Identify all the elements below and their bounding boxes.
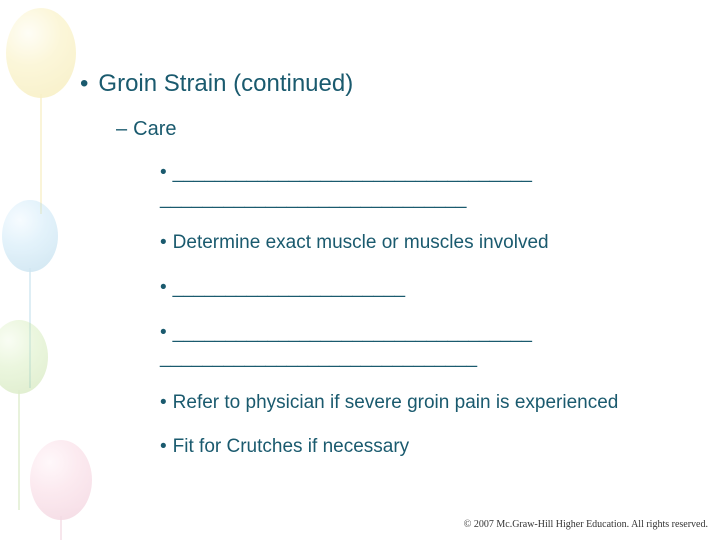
balloon-decoration bbox=[0, 320, 48, 394]
copyright-footer: © 2007 Mc.Graw-Hill Higher Education. Al… bbox=[464, 519, 708, 530]
bullet-text: Fit for Crutches if necessary bbox=[173, 436, 410, 457]
heading-level-1: • Groin Strain (continued) bbox=[80, 70, 680, 98]
bullet-item: •__________________________________ ____… bbox=[160, 320, 680, 371]
bullet-icon: • bbox=[160, 436, 167, 457]
bullet-item: • Fit for Crutches if necessary bbox=[160, 434, 680, 460]
bullet-text: Refer to physician if severe groin pain … bbox=[173, 392, 619, 413]
bullet-item: • ______________________ bbox=[160, 275, 680, 301]
bullet-icon: • bbox=[160, 322, 167, 343]
bullet-icon: • bbox=[160, 162, 167, 183]
bullet-text: __________________________________ _____… bbox=[160, 322, 532, 369]
balloon-decoration bbox=[2, 200, 58, 272]
bullet-text: __________________________________ _____… bbox=[160, 162, 532, 209]
heading-text: Groin Strain (continued) bbox=[98, 70, 353, 97]
bullet-item: • Refer to physician if severe groin pain… bbox=[160, 390, 680, 416]
bullet-item: •__________________________________ ____… bbox=[160, 160, 680, 211]
slide-content: •Groin Strain (continued) –Care •_______… bbox=[80, 70, 680, 462]
bullet-icon: • bbox=[160, 277, 167, 298]
bullet-item: • Determine exact muscle or muscles invol… bbox=[160, 230, 680, 256]
dash-icon: – bbox=[116, 118, 127, 140]
balloon-decoration bbox=[6, 8, 76, 98]
bullet-text: Determine exact muscle or muscles involv… bbox=[173, 232, 549, 253]
bullet-text: ______________________ bbox=[173, 277, 405, 298]
bullet-icon: • bbox=[80, 70, 88, 97]
slide: •Groin Strain (continued) –Care •_______… bbox=[0, 0, 720, 540]
bullet-icon: • bbox=[160, 232, 167, 253]
subheading-text: Care bbox=[133, 118, 176, 140]
bullet-icon: • bbox=[160, 392, 167, 413]
heading-level-2: –Care bbox=[116, 118, 680, 141]
